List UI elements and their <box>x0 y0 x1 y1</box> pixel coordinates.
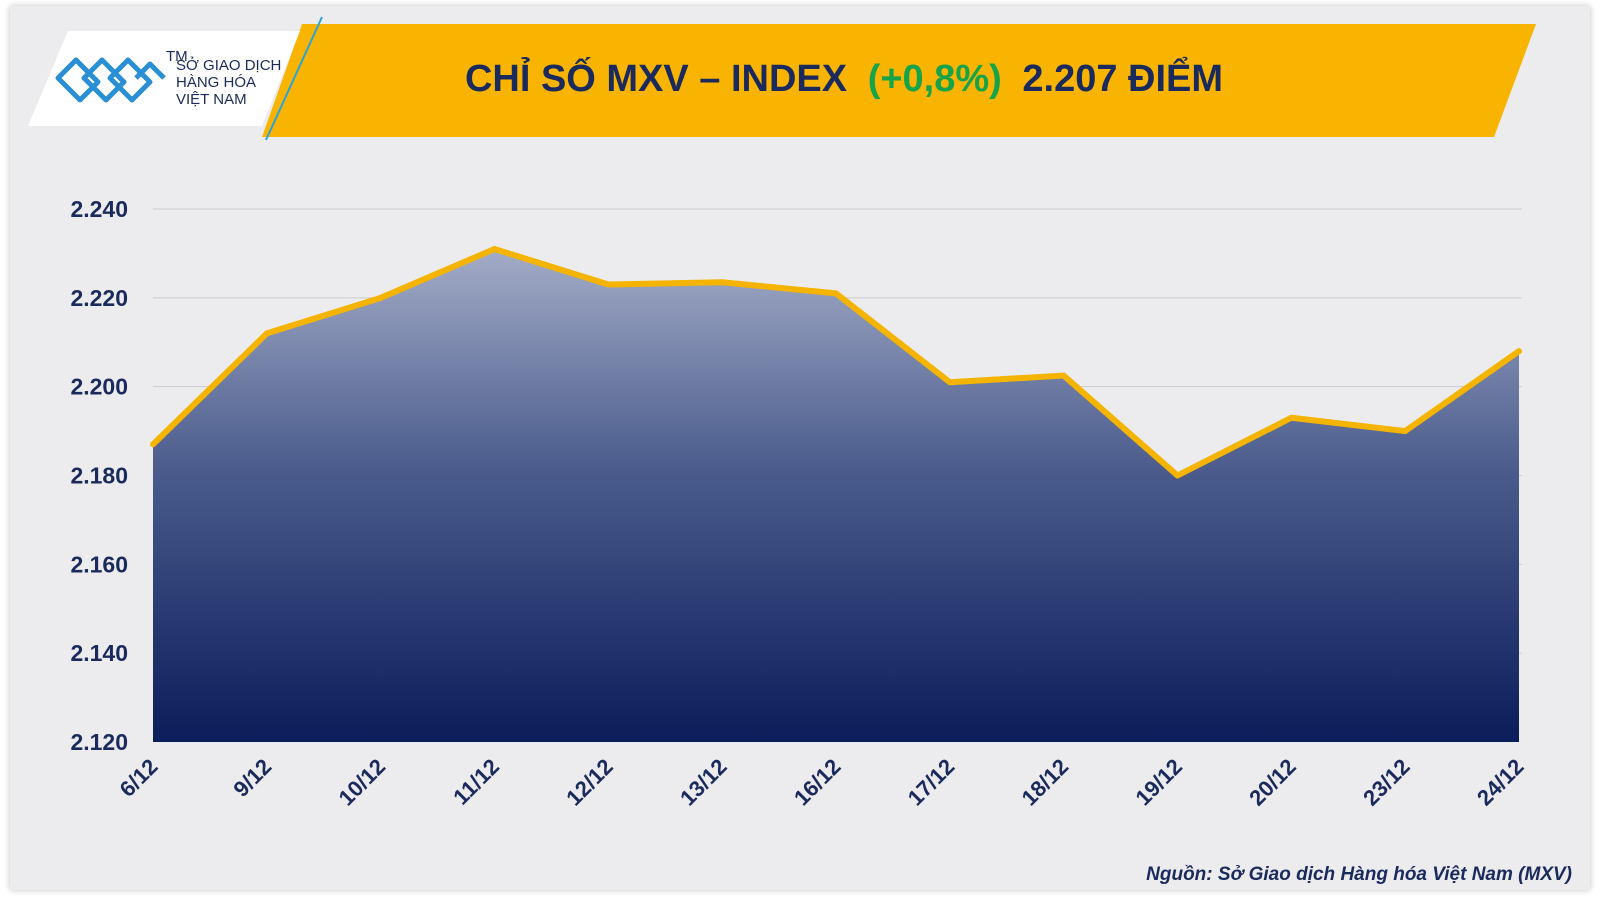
x-tick-label: 18/12 <box>1017 754 1074 811</box>
logo-tm: TM <box>166 48 188 65</box>
title-points: 2.207 ĐIỂM <box>1022 55 1223 100</box>
y-tick-label: 2.240 <box>70 196 128 222</box>
logo-line-1: SỞ GIAO DỊCH <box>176 56 281 74</box>
x-tick-label: 12/12 <box>561 754 618 811</box>
data-point <box>946 379 953 386</box>
x-tick-label: 13/12 <box>675 754 732 811</box>
y-tick-label: 2.180 <box>70 463 128 489</box>
data-point <box>377 294 384 301</box>
data-point <box>150 441 156 448</box>
title-banner <box>262 24 1536 137</box>
data-point <box>263 330 270 337</box>
logo-line-2: HÀNG HÓA <box>176 74 256 91</box>
data-point <box>719 279 726 286</box>
data-point <box>605 281 612 288</box>
data-point <box>1174 472 1181 479</box>
x-tick-label: 10/12 <box>334 754 391 811</box>
x-tick-label: 11/12 <box>448 754 504 810</box>
plot-area <box>150 245 1522 742</box>
x-tick-label: 20/12 <box>1244 754 1301 811</box>
logo: TM SỞ GIAO DỊCH HÀNG HÓA VIỆT NAM <box>28 16 323 141</box>
logo-line-3: VIỆT NAM <box>176 91 247 108</box>
x-tick-label: 24/12 <box>1472 754 1529 811</box>
title-main: CHỈ SỐ MXV – INDEX <box>465 55 848 100</box>
data-point <box>1516 348 1522 355</box>
logo-mark-icon <box>55 57 166 103</box>
x-tick-label: 16/12 <box>789 754 846 811</box>
logo-accent-line <box>265 16 323 141</box>
x-tick-label: 19/12 <box>1130 754 1187 811</box>
chart-title: CHỈ SỐ MXV – INDEX (+0,8%) 2.207 ĐIỂM <box>465 55 1223 100</box>
data-point <box>491 245 498 252</box>
y-tick-label: 2.140 <box>70 640 128 666</box>
y-tick-label: 2.200 <box>70 374 128 400</box>
data-point <box>1402 428 1409 435</box>
y-tick-label: 2.120 <box>70 729 128 755</box>
area-fill <box>153 248 1519 742</box>
x-tick-label: 17/12 <box>903 754 960 811</box>
x-axis: 6/12 9/12 10/12 11/12 12/12 13/12 16/12 17/12 18… <box>115 754 1529 811</box>
y-tick-label: 2.220 <box>70 285 128 311</box>
x-tick-label: 23/12 <box>1358 754 1415 811</box>
source-note: Nguồn: Sở Giao dịch Hàng hóa Việt Nam (M… <box>1146 864 1572 885</box>
data-point <box>1060 372 1067 379</box>
x-tick-label: 6/12 <box>115 754 163 802</box>
title-change: (+0,8%) <box>868 58 1002 100</box>
y-axis: 2.120 2.140 2.160 2.180 2.200 2.220 2.240 <box>70 196 128 755</box>
data-point <box>1288 414 1295 421</box>
data-point <box>833 290 839 297</box>
logo-card <box>28 31 300 126</box>
x-tick-label: 9/12 <box>228 754 276 802</box>
y-tick-label: 2.160 <box>70 551 128 577</box>
